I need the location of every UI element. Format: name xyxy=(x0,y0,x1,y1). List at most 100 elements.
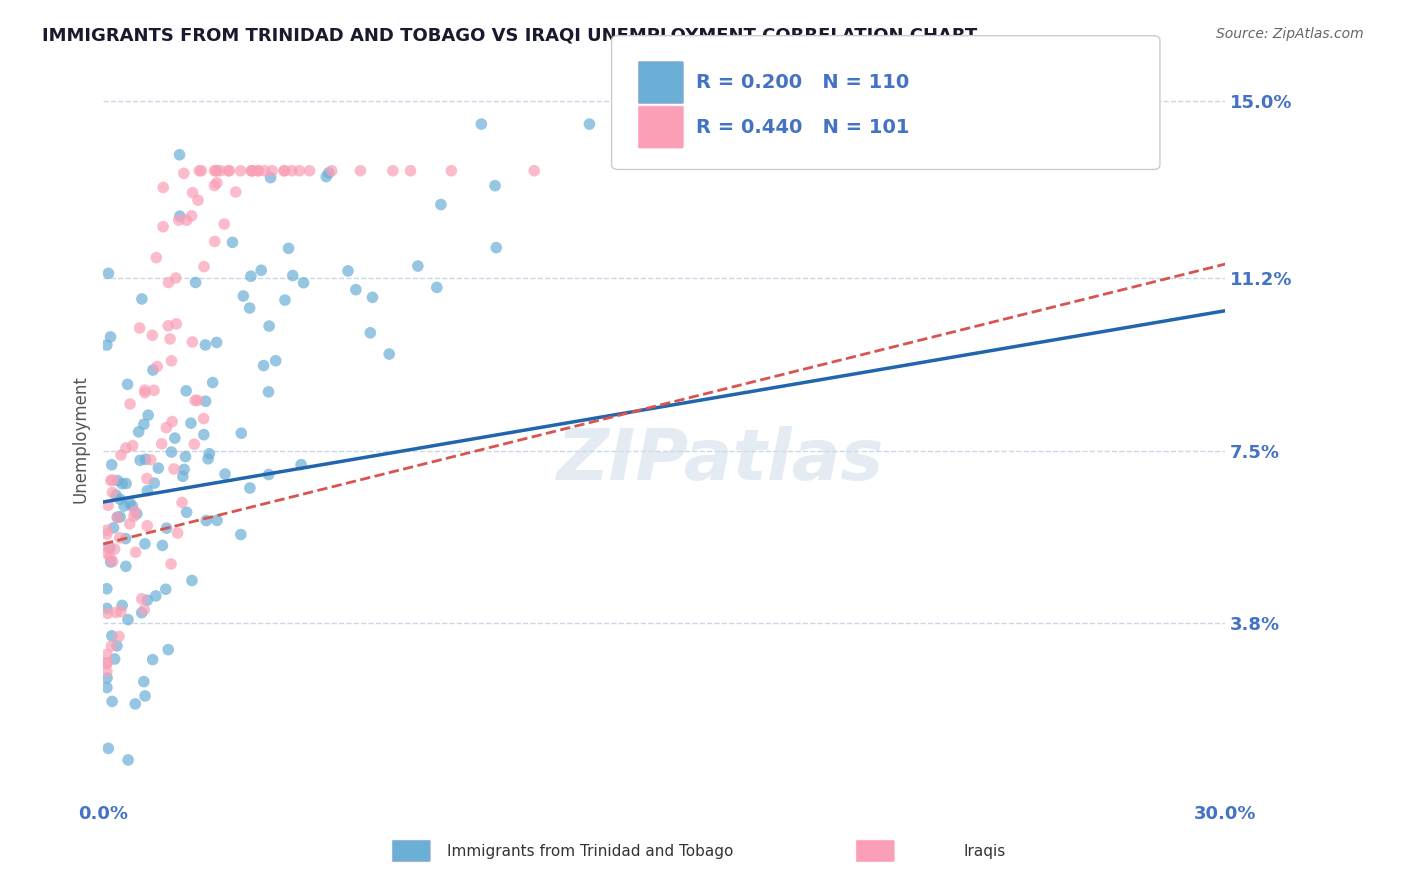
Iraqis xyxy=(163,462,186,476)
Iraqis xyxy=(205,176,228,190)
Iraqis xyxy=(98,549,121,564)
Iraqis xyxy=(155,420,177,434)
Iraqis xyxy=(134,385,156,400)
Immigrants from Trinidad and Tobago xyxy=(160,445,183,459)
Iraqis xyxy=(186,393,208,408)
Immigrants from Trinidad and Tobago xyxy=(124,697,146,711)
Immigrants from Trinidad and Tobago xyxy=(96,338,118,352)
Immigrants from Trinidad and Tobago xyxy=(173,462,195,476)
Iraqis xyxy=(205,163,228,178)
Iraqis xyxy=(184,393,207,408)
Immigrants from Trinidad and Tobago xyxy=(174,384,197,398)
Immigrants from Trinidad and Tobago xyxy=(315,169,337,184)
Iraqis xyxy=(96,527,118,541)
Iraqis xyxy=(181,186,204,200)
Immigrants from Trinidad and Tobago xyxy=(157,642,180,657)
Immigrants from Trinidad and Tobago xyxy=(239,301,262,315)
Immigrants from Trinidad and Tobago xyxy=(105,639,128,653)
Iraqis xyxy=(247,163,270,178)
Y-axis label: Unemployment: Unemployment xyxy=(72,376,89,503)
Immigrants from Trinidad and Tobago xyxy=(132,674,155,689)
Immigrants from Trinidad and Tobago xyxy=(232,289,254,303)
Immigrants from Trinidad and Tobago xyxy=(239,269,262,284)
Iraqis xyxy=(160,353,183,368)
Immigrants from Trinidad and Tobago xyxy=(128,425,150,439)
Iraqis xyxy=(101,485,124,500)
Immigrants from Trinidad and Tobago xyxy=(155,521,177,535)
Text: ZIPatlas: ZIPatlas xyxy=(557,426,884,495)
Immigrants from Trinidad and Tobago xyxy=(250,263,273,277)
Iraqis xyxy=(181,334,204,349)
Immigrants from Trinidad and Tobago xyxy=(194,394,217,409)
Immigrants from Trinidad and Tobago xyxy=(257,467,280,482)
Immigrants from Trinidad and Tobago xyxy=(180,574,202,588)
Immigrants from Trinidad and Tobago xyxy=(134,689,156,703)
Immigrants from Trinidad and Tobago xyxy=(100,330,122,344)
Immigrants from Trinidad and Tobago xyxy=(145,589,167,603)
Immigrants from Trinidad and Tobago xyxy=(107,510,129,524)
Immigrants from Trinidad and Tobago xyxy=(378,347,401,361)
Immigrants from Trinidad and Tobago xyxy=(257,384,280,399)
Immigrants from Trinidad and Tobago xyxy=(264,353,287,368)
Iraqis xyxy=(176,213,198,227)
Iraqis xyxy=(139,453,162,467)
Immigrants from Trinidad and Tobago xyxy=(184,276,207,290)
Iraqis xyxy=(262,163,284,178)
Iraqis xyxy=(218,163,240,178)
Iraqis xyxy=(146,359,169,374)
Iraqis xyxy=(321,163,343,178)
Immigrants from Trinidad and Tobago xyxy=(101,694,124,708)
Immigrants from Trinidad and Tobago xyxy=(111,476,134,491)
Iraqis xyxy=(183,437,205,451)
Immigrants from Trinidad and Tobago xyxy=(143,476,166,491)
Iraqis xyxy=(187,193,209,207)
Immigrants from Trinidad and Tobago xyxy=(142,363,165,377)
Iraqis xyxy=(100,474,122,488)
Immigrants from Trinidad and Tobago xyxy=(359,326,381,340)
Immigrants from Trinidad and Tobago xyxy=(194,338,217,352)
Iraqis xyxy=(128,321,150,335)
Immigrants from Trinidad and Tobago xyxy=(108,509,131,524)
Immigrants from Trinidad and Tobago xyxy=(277,241,299,255)
Iraqis xyxy=(152,219,174,234)
Immigrants from Trinidad and Tobago xyxy=(484,178,506,193)
Iraqis xyxy=(523,163,546,178)
Iraqis xyxy=(108,629,131,643)
Text: R = 0.440   N = 101: R = 0.440 N = 101 xyxy=(696,118,910,137)
Immigrants from Trinidad and Tobago xyxy=(253,359,276,373)
Immigrants from Trinidad and Tobago xyxy=(131,606,153,620)
Immigrants from Trinidad and Tobago xyxy=(174,450,197,464)
Iraqis xyxy=(167,213,190,227)
Iraqis xyxy=(253,163,276,178)
Immigrants from Trinidad and Tobago xyxy=(197,451,219,466)
Immigrants from Trinidad and Tobago xyxy=(142,652,165,666)
Iraqis xyxy=(229,163,252,178)
Iraqis xyxy=(136,472,159,486)
Immigrants from Trinidad and Tobago xyxy=(229,527,252,541)
Iraqis xyxy=(160,415,183,429)
Immigrants from Trinidad and Tobago xyxy=(205,335,228,350)
Iraqis xyxy=(104,606,127,620)
Iraqis xyxy=(97,498,120,512)
Immigrants from Trinidad and Tobago xyxy=(485,241,508,255)
Immigrants from Trinidad and Tobago xyxy=(103,521,125,535)
Immigrants from Trinidad and Tobago xyxy=(290,458,312,472)
Iraqis xyxy=(217,163,239,178)
Immigrants from Trinidad and Tobago xyxy=(292,276,315,290)
Iraqis xyxy=(143,384,166,398)
Iraqis xyxy=(188,163,211,178)
Iraqis xyxy=(105,510,128,524)
Immigrants from Trinidad and Tobago xyxy=(136,408,159,422)
Immigrants from Trinidad and Tobago xyxy=(101,629,124,643)
Iraqis xyxy=(173,166,195,180)
Iraqis xyxy=(96,657,118,671)
Immigrants from Trinidad and Tobago xyxy=(111,599,134,613)
Iraqis xyxy=(152,180,174,194)
Iraqis xyxy=(134,383,156,397)
Immigrants from Trinidad and Tobago xyxy=(344,283,367,297)
Immigrants from Trinidad and Tobago xyxy=(198,447,221,461)
Iraqis xyxy=(157,318,180,333)
Iraqis xyxy=(288,163,311,178)
Immigrants from Trinidad and Tobago xyxy=(115,476,138,491)
Immigrants from Trinidad and Tobago xyxy=(107,474,129,488)
